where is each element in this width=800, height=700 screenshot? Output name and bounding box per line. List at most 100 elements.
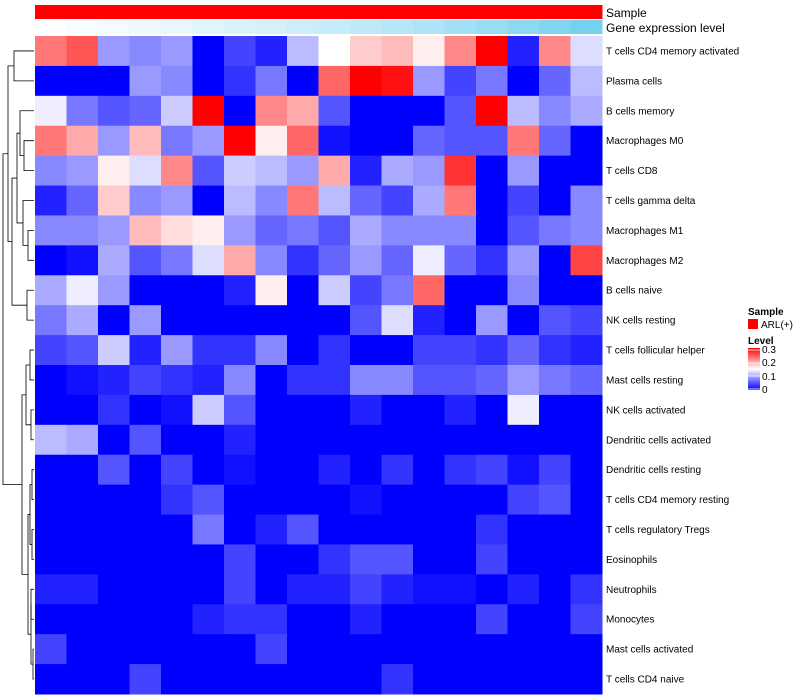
heatmap-cells bbox=[35, 36, 603, 695]
heatmap-cell bbox=[444, 275, 477, 306]
heatmap-cell bbox=[507, 215, 540, 246]
heatmap-cell bbox=[318, 544, 351, 575]
heatmap-cell bbox=[66, 36, 99, 67]
heatmap-cell bbox=[161, 574, 193, 605]
gene-expression-annotation-cell bbox=[381, 20, 414, 34]
row-label: B cells naive bbox=[606, 286, 663, 297]
heatmap-cell bbox=[444, 36, 477, 67]
heatmap-cell bbox=[476, 155, 508, 187]
heatmap-cell bbox=[161, 215, 193, 246]
heatmap-cell bbox=[192, 215, 225, 246]
heatmap-cell bbox=[539, 454, 571, 486]
heatmap-cell bbox=[318, 215, 351, 246]
heatmap-cell bbox=[539, 365, 571, 396]
heatmap-cell bbox=[507, 664, 540, 695]
sample-annotation-cell bbox=[507, 5, 540, 19]
heatmap-cell bbox=[539, 484, 571, 516]
dendrogram-branch bbox=[27, 514, 31, 635]
heatmap-cell bbox=[507, 335, 540, 366]
heatmap-cell bbox=[192, 484, 225, 516]
dendrogram-branch bbox=[11, 177, 27, 306]
heatmap-cell bbox=[287, 424, 319, 456]
heatmap-cell bbox=[350, 36, 382, 67]
heatmap-cell bbox=[570, 65, 603, 97]
heatmap-cell bbox=[98, 634, 130, 665]
heatmap-cell bbox=[192, 275, 225, 306]
heatmap-cell bbox=[35, 125, 67, 157]
gene-expression-annotation-cell bbox=[161, 20, 193, 34]
heatmap-cell bbox=[287, 454, 319, 486]
heatmap-cell bbox=[507, 245, 540, 276]
heatmap-cell bbox=[507, 484, 540, 516]
gene-expression-annotation-cell bbox=[224, 20, 256, 34]
heatmap-cell bbox=[35, 514, 67, 545]
heatmap-cell bbox=[381, 424, 414, 456]
heatmap-cell bbox=[476, 95, 508, 127]
heatmap-cell bbox=[381, 454, 414, 486]
heatmap-cell bbox=[192, 185, 225, 216]
heatmap-cell bbox=[224, 65, 256, 97]
legend-sample-swatch bbox=[748, 319, 758, 329]
heatmap-cell bbox=[350, 65, 382, 97]
heatmap-cell bbox=[129, 335, 162, 366]
heatmap-cell bbox=[224, 305, 256, 336]
heatmap-cell bbox=[381, 125, 414, 157]
heatmap-cell bbox=[318, 574, 351, 605]
heatmap-cell bbox=[350, 245, 382, 276]
heatmap-cell bbox=[381, 36, 414, 67]
heatmap-cell bbox=[476, 574, 508, 605]
sample-annotation-cell bbox=[35, 5, 67, 19]
heatmap-cell bbox=[444, 335, 477, 366]
heatmap-cell bbox=[192, 604, 225, 635]
heatmap-cell bbox=[570, 634, 603, 665]
heatmap-cell bbox=[539, 604, 571, 635]
row-label: Eosinophils bbox=[606, 555, 657, 566]
heatmap-cell bbox=[287, 604, 319, 635]
heatmap-cell bbox=[255, 365, 288, 396]
heatmap-cell bbox=[129, 424, 162, 456]
heatmap-cell bbox=[35, 424, 67, 456]
dendrogram-branch bbox=[13, 50, 34, 82]
heatmap-cell bbox=[35, 185, 67, 216]
heatmap-cell bbox=[570, 305, 603, 336]
heatmap-cell bbox=[66, 155, 99, 187]
heatmap-cell bbox=[287, 365, 319, 396]
row-label: T cells CD4 memory activated bbox=[606, 46, 739, 57]
heatmap-cell bbox=[129, 305, 162, 336]
heatmap-cell bbox=[66, 65, 99, 97]
heatmap-cell bbox=[66, 544, 99, 575]
heatmap-cell bbox=[350, 365, 382, 396]
heatmap-cell bbox=[350, 155, 382, 187]
gene-expression-annotation-cell bbox=[413, 20, 445, 34]
heatmap-cell bbox=[35, 95, 67, 127]
heatmap-cell bbox=[570, 664, 603, 695]
heatmap-cell bbox=[224, 424, 256, 456]
heatmap-cell bbox=[318, 95, 351, 127]
row-label: T cells gamma delta bbox=[606, 196, 696, 207]
heatmap-cell bbox=[192, 394, 225, 426]
heatmap-cell bbox=[161, 275, 193, 306]
heatmap-cell bbox=[98, 185, 130, 216]
heatmap-cell bbox=[287, 394, 319, 426]
heatmap-cell bbox=[507, 95, 540, 127]
heatmap-cell bbox=[66, 95, 99, 127]
heatmap-cell bbox=[507, 36, 540, 67]
heatmap-cell bbox=[476, 335, 508, 366]
heatmap-cell bbox=[570, 185, 603, 216]
heatmap-cell bbox=[224, 36, 256, 67]
heatmap-cell bbox=[66, 125, 99, 157]
heatmap-cell bbox=[224, 275, 256, 306]
heatmap-cell bbox=[318, 634, 351, 665]
heatmap-cell bbox=[129, 125, 162, 157]
heatmap-cell bbox=[507, 514, 540, 545]
heatmap-cell bbox=[98, 365, 130, 396]
heatmap-cell bbox=[287, 335, 319, 366]
legend-level-tick-02: 0.2 bbox=[762, 358, 776, 369]
heatmap-cell bbox=[98, 424, 130, 456]
heatmap-cell bbox=[161, 365, 193, 396]
heatmap-cell bbox=[255, 335, 288, 366]
row-label: Dendritic cells resting bbox=[606, 465, 701, 476]
heatmap-cell bbox=[444, 604, 477, 635]
heatmap-cell bbox=[192, 335, 225, 366]
